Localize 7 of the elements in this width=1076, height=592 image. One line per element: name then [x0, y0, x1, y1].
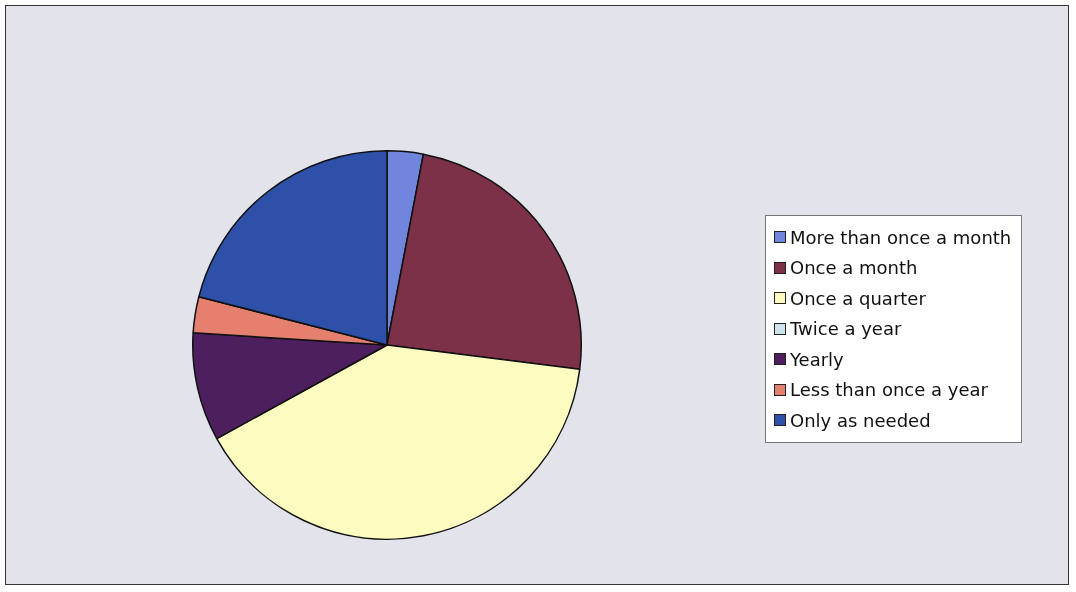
- legend-label: Only as needed: [790, 409, 931, 431]
- legend-label: Once a month: [790, 257, 918, 279]
- legend-label: Yearly: [790, 348, 844, 370]
- legend-label: Twice a year: [790, 318, 902, 340]
- legend-label: More than once a month: [790, 226, 1012, 248]
- legend-label: Less than once a year: [790, 379, 988, 401]
- legend-label: Once a quarter: [790, 287, 926, 309]
